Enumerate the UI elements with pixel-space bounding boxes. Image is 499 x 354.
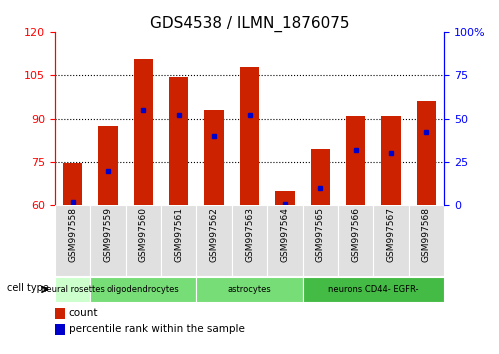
Bar (417, 101, 436, 205)
Bar (373, 205, 409, 276)
Text: count: count (68, 308, 98, 318)
Bar (197, 205, 232, 276)
Bar (409, 205, 444, 276)
Text: GSM997560: GSM997560 (139, 207, 148, 262)
Text: neurons CD44- EGFR-: neurons CD44- EGFR- (328, 285, 419, 294)
Title: GDS4538 / ILMN_1876075: GDS4538 / ILMN_1876075 (150, 16, 349, 32)
Bar (346, 116, 365, 205)
Bar (205, 110, 224, 205)
Text: GSM997563: GSM997563 (245, 207, 254, 262)
Bar (338, 205, 373, 276)
Bar (55, 308, 65, 319)
Bar (55, 205, 90, 276)
Bar (126, 205, 161, 276)
Bar (134, 59, 153, 205)
Text: neural rosettes: neural rosettes (40, 285, 104, 294)
Text: GSM997559: GSM997559 (103, 207, 112, 262)
Bar (310, 149, 330, 205)
Text: GSM997562: GSM997562 (210, 207, 219, 262)
Bar (90, 277, 197, 302)
Bar (161, 205, 197, 276)
Bar (90, 205, 126, 276)
Bar (381, 116, 401, 205)
Text: GSM997564: GSM997564 (280, 207, 289, 262)
Bar (302, 277, 444, 302)
Bar (267, 205, 302, 276)
Bar (55, 277, 90, 302)
Bar (55, 324, 65, 335)
Bar (302, 205, 338, 276)
Text: percentile rank within the sample: percentile rank within the sample (68, 324, 245, 334)
Bar (98, 126, 118, 205)
Text: GSM997566: GSM997566 (351, 207, 360, 262)
Text: GSM997565: GSM997565 (316, 207, 325, 262)
Text: astrocytes: astrocytes (228, 285, 271, 294)
Bar (240, 67, 259, 205)
Bar (197, 277, 302, 302)
Text: GSM997567: GSM997567 (387, 207, 396, 262)
Text: GSM997561: GSM997561 (174, 207, 183, 262)
Text: GSM997568: GSM997568 (422, 207, 431, 262)
Bar (63, 164, 82, 205)
Bar (232, 205, 267, 276)
Text: GSM997558: GSM997558 (68, 207, 77, 262)
Bar (169, 77, 189, 205)
Text: oligodendrocytes: oligodendrocytes (107, 285, 180, 294)
Bar (275, 191, 294, 205)
Text: cell type: cell type (6, 283, 48, 293)
